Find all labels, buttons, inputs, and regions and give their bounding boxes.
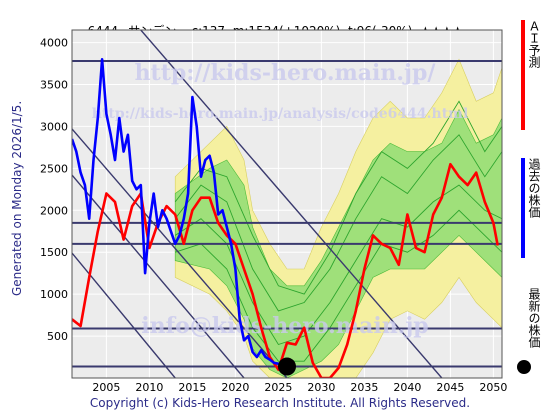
- y-tick-label: 1500: [40, 246, 68, 259]
- y-tick-label: 3000: [40, 120, 68, 133]
- watermark-url-main: http://kids-hero.main.jp/: [135, 60, 437, 86]
- ai-forecast-line: [72, 162, 499, 378]
- generated-date-note: Generated on Monday 2026/1/5.: [10, 100, 24, 296]
- latest-price-legend-label: 最新の株価: [527, 288, 541, 348]
- x-tick-label: 2005: [92, 381, 120, 394]
- x-tick-label: 2010: [135, 381, 163, 394]
- y-tick-label: 2500: [40, 162, 68, 175]
- x-tick-label: 2040: [393, 381, 421, 394]
- y-tick-label: 3500: [40, 79, 68, 92]
- x-tick-label: 2045: [436, 381, 464, 394]
- x-tick-label: 2025: [264, 381, 292, 394]
- ai-forecast-legend-label: ＡＩ予測: [527, 20, 541, 68]
- forecast-path-line: [175, 209, 502, 362]
- y-tick-label: 4000: [40, 37, 68, 50]
- x-tick-label: 2030: [307, 381, 335, 394]
- y-tick-label: 2000: [40, 204, 68, 217]
- trend-line: [140, 30, 443, 378]
- past-price-legend-label: 過去の株価: [527, 158, 541, 218]
- plot-area: http://kids-hero.main.jp/http://kids-her…: [72, 30, 502, 378]
- plot-frame: [71, 29, 503, 379]
- watermark-url-analysis: http://kids-hero.main.jp/analysis/code64…: [92, 106, 469, 122]
- past-price-line: [72, 58, 288, 368]
- copyright-footer: Copyright (c) Kids-Hero Research Institu…: [89, 396, 471, 410]
- trend-line: [72, 128, 288, 378]
- latest-price-dot: [278, 357, 296, 376]
- trend-line: [72, 174, 245, 378]
- x-tick-label: 2050: [479, 381, 507, 394]
- y-tick-label: 1000: [40, 288, 68, 301]
- past-price-legend-swatch: [521, 158, 525, 258]
- watermark-email: info@kids-hero.main.jp: [141, 313, 428, 339]
- y-tick-label: 500: [47, 330, 68, 343]
- x-tick-label: 2035: [350, 381, 378, 394]
- x-tick-label: 2020: [221, 381, 249, 394]
- ai-forecast-legend-swatch: [521, 20, 525, 130]
- latest-price-legend-dot: [517, 360, 531, 374]
- x-tick-label: 2015: [178, 381, 206, 394]
- forecast-path-line: [174, 184, 502, 346]
